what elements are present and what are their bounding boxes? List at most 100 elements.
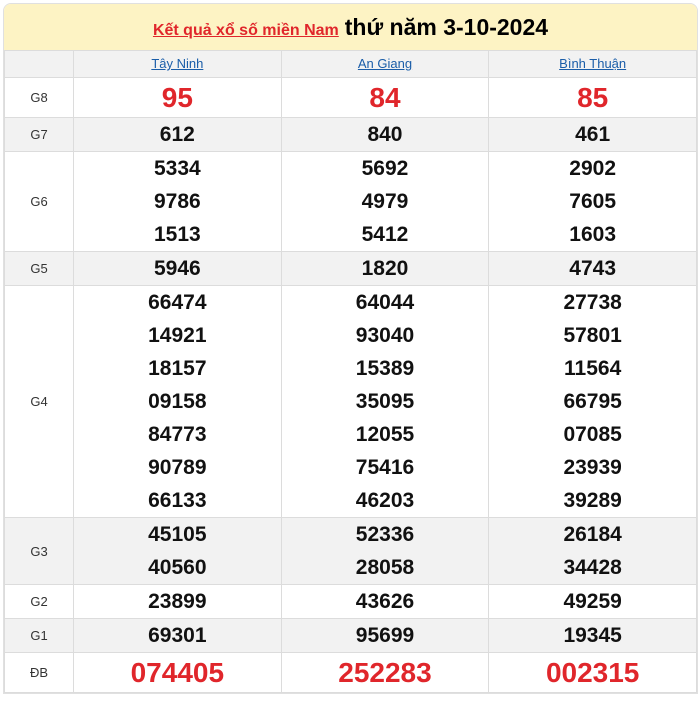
winning-number: 75416 [355, 456, 415, 479]
prize-cell: 64044 93040 15389 35095 12055 75416 46203 [280, 285, 490, 518]
winning-number: 57801 [563, 324, 622, 347]
winning-number: 612 [159, 123, 195, 146]
prize-label: ĐB [4, 652, 74, 693]
winning-number: 90789 [148, 456, 207, 479]
prize-cell: 002315 [488, 652, 697, 693]
winning-number: 7605 [569, 190, 617, 213]
winning-number: 1513 [153, 223, 201, 246]
prize-label: G8 [4, 77, 74, 118]
prize-cell: 2902 7605 1603 [488, 151, 697, 252]
winning-number: 27738 [563, 291, 622, 314]
winning-number: 64044 [355, 291, 415, 314]
prize-label: G2 [4, 584, 74, 619]
winning-number: 1603 [569, 223, 617, 246]
winning-number: 52336 [355, 523, 415, 546]
prize-row-g4: G4 66474 14921 18157 09158 84773 90789 66133 640… [4, 285, 697, 518]
prize-label: G6 [4, 151, 74, 252]
winning-number: 09158 [148, 390, 207, 413]
prize-cell: 43626 [280, 584, 490, 619]
winning-number: 840 [367, 123, 403, 146]
prize-cell: 840 [280, 117, 490, 152]
province-link[interactable]: Tây Ninh [151, 56, 204, 71]
prize-row-đb: ĐB 074405 252283 002315 [4, 652, 697, 693]
winning-number: 5692 [361, 157, 409, 180]
winning-number: 2902 [569, 157, 617, 180]
winning-number: 93040 [355, 324, 415, 347]
prize-cell: 45105 40560 [73, 517, 282, 585]
prize-cell: 66474 14921 18157 09158 84773 90789 66133 [73, 285, 282, 518]
winning-number: 1820 [361, 257, 409, 280]
prize-row-g7: G7 612 840 461 [4, 117, 697, 152]
winning-number: 95699 [355, 624, 415, 647]
winning-number: 39289 [563, 489, 622, 512]
prize-row-g2: G2 23899 43626 49259 [4, 584, 697, 619]
winning-number: 15389 [355, 357, 415, 380]
winning-number: 66133 [148, 489, 207, 512]
prize-cell: 84 [280, 77, 490, 118]
prize-cell: 1820 [280, 251, 490, 286]
winning-number: 66474 [148, 291, 207, 314]
prize-cell: 5946 [73, 251, 282, 286]
winning-number: 4743 [569, 257, 617, 280]
winning-number: 074405 [130, 657, 225, 688]
prize-row-g8: G8 95 84 85 [4, 77, 697, 118]
province-link[interactable]: An Giang [357, 56, 413, 71]
winning-number: 35095 [355, 390, 415, 413]
prize-cell: 19345 [488, 618, 697, 653]
winning-number: 252283 [338, 657, 432, 688]
empty-header-cell [4, 50, 74, 78]
prize-cell: 95 [73, 77, 282, 118]
results-table: Tây Ninh An Giang Bình Thuận G8 95 84 85 G7 6… [4, 50, 697, 693]
prize-cell: 49259 [488, 584, 697, 619]
winning-number: 5334 [153, 157, 201, 180]
winning-number: 07085 [563, 423, 622, 446]
prize-cell: 4743 [488, 251, 697, 286]
prize-cell: 252283 [280, 652, 490, 693]
winning-number: 11564 [564, 357, 622, 380]
winning-number: 5946 [153, 257, 201, 280]
prize-label: G3 [4, 517, 74, 585]
winning-number: 66795 [563, 390, 622, 413]
prize-label: G5 [4, 251, 74, 286]
province-link[interactable]: Bình Thuận [559, 56, 627, 71]
winning-number: 12055 [355, 423, 415, 446]
winning-number: 46203 [355, 489, 415, 512]
prize-cell: 69301 [73, 618, 282, 653]
winning-number: 4979 [361, 190, 409, 213]
prize-row-g1: G1 69301 95699 19345 [4, 618, 697, 653]
prize-row-g6: G6 5334 9786 1513 5692 4979 5412 2902 7605 1603 [4, 151, 697, 252]
prize-cell: 5334 9786 1513 [73, 151, 282, 252]
winning-number: 461 [575, 123, 611, 146]
winning-number: 18157 [148, 357, 207, 380]
results-title: Kết quả xổ số miền Nam thứ năm 3-10-2024 [4, 4, 697, 50]
prize-cell: 27738 57801 11564 66795 07085 23939 39289 [488, 285, 697, 518]
winning-number: 40560 [148, 556, 207, 579]
winning-number: 84 [369, 82, 401, 113]
region-results-link[interactable]: Kết quả xổ số miền Nam [152, 22, 339, 39]
prize-cell: 074405 [73, 652, 282, 693]
prize-cell: 23899 [73, 584, 282, 619]
prize-cell: 5692 4979 5412 [280, 151, 490, 252]
winning-number: 45105 [148, 523, 207, 546]
prize-label: G1 [4, 618, 74, 653]
prize-cell: 461 [488, 117, 697, 152]
prize-cell: 612 [73, 117, 282, 152]
winning-number: 23939 [563, 456, 622, 479]
winning-number: 9786 [153, 190, 201, 213]
prize-cell: 26184 34428 [488, 517, 697, 585]
prize-cell: 52336 28058 [280, 517, 490, 585]
province-header-row: Tây Ninh An Giang Bình Thuận [4, 50, 697, 78]
winning-number: 43626 [355, 590, 415, 613]
prize-cell: 95699 [280, 618, 490, 653]
winning-number: 23899 [148, 590, 207, 613]
winning-number: 34428 [563, 556, 622, 579]
draw-date: thứ năm 3-10-2024 [344, 14, 549, 40]
winning-number: 19345 [563, 624, 622, 647]
winning-number: 69301 [148, 624, 207, 647]
prize-label: G4 [4, 285, 74, 518]
winning-number: 28058 [355, 556, 415, 579]
winning-number: 95 [161, 82, 193, 113]
prize-cell: 85 [488, 77, 697, 118]
winning-number: 5412 [361, 223, 409, 246]
prize-row-g5: G5 5946 1820 4743 [4, 251, 697, 286]
